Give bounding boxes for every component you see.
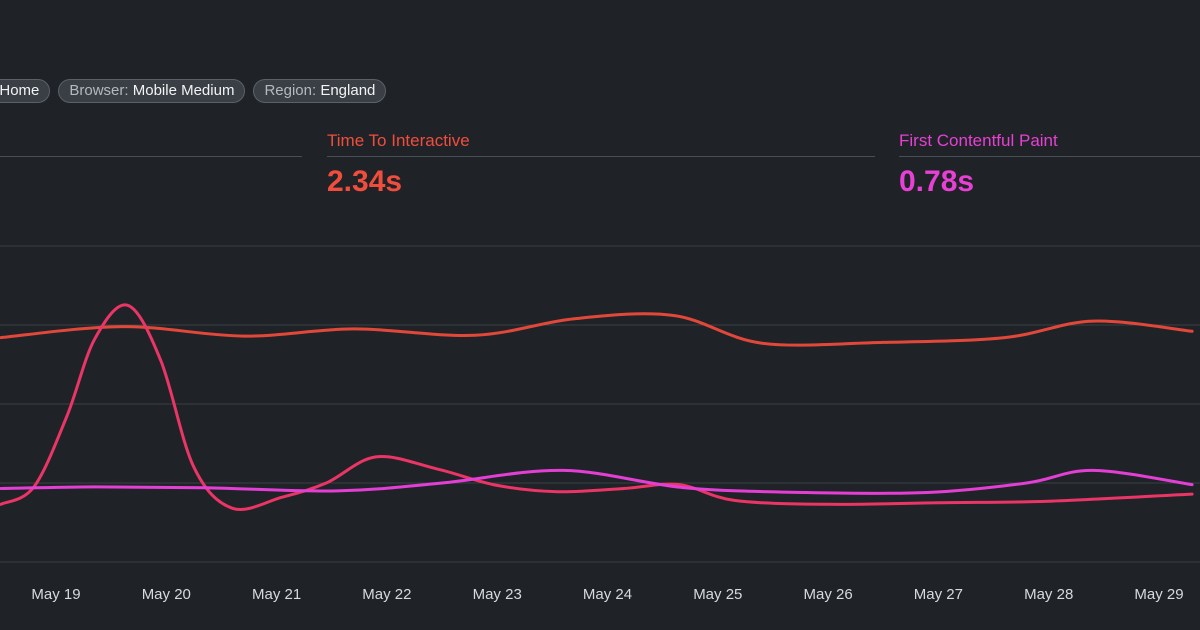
metric-divider [327, 156, 875, 157]
x-tick-label: May 22 [362, 586, 411, 603]
metric-card-first-contentful-paint[interactable]: First Contentful Paint 0.78s [899, 131, 1200, 198]
x-tick-label: May 20 [142, 586, 191, 603]
filter-chip-label[interactable]: bel: Home [0, 79, 51, 103]
metric-label: First Contentful Paint [899, 131, 1058, 150]
series-line-1 [0, 312, 1194, 347]
filter-bar: bel: Home Browser: Mobile Medium Region:… [0, 79, 387, 103]
filter-key: Browser: [69, 82, 129, 99]
metric-card-time-to-interactive[interactable]: Time To Interactive 2.34s [327, 131, 875, 198]
chart-gridlines [0, 245, 1200, 563]
x-tick-label: May 19 [31, 586, 80, 603]
metric-label: Time To Interactive [327, 131, 470, 150]
chart-series [0, 303, 1194, 511]
metric-divider [0, 156, 302, 157]
filter-value: Mobile Medium [132, 82, 235, 99]
x-tick-label: May 24 [583, 586, 632, 603]
metric-value: 0.78s [899, 165, 975, 198]
x-tick-label: May 28 [1024, 586, 1073, 603]
x-tick-label: May 26 [803, 586, 852, 603]
filter-value: Home [0, 82, 40, 99]
filter-key: Region: [264, 82, 317, 99]
filter-chip-region[interactable]: Region: England [253, 79, 387, 103]
metric-card-previous [0, 131, 302, 191]
x-tick-label: May 21 [252, 586, 301, 603]
metric-value: 2.34s [327, 165, 403, 198]
x-axis-ticks: May 19 May 20 May 21 May 22 May 23 May 24 May … [31, 586, 1183, 603]
series-line-3 [0, 468, 1194, 495]
metric-divider [899, 156, 1200, 157]
filter-value: England [320, 82, 376, 99]
series-line-2 [0, 303, 1194, 511]
x-tick-label: May 27 [914, 586, 963, 603]
x-tick-label: May 23 [473, 586, 522, 603]
x-tick-label: May 25 [693, 586, 742, 603]
filter-chip-browser[interactable]: Browser: Mobile Medium [58, 79, 246, 103]
x-tick-label: May 29 [1134, 586, 1183, 603]
